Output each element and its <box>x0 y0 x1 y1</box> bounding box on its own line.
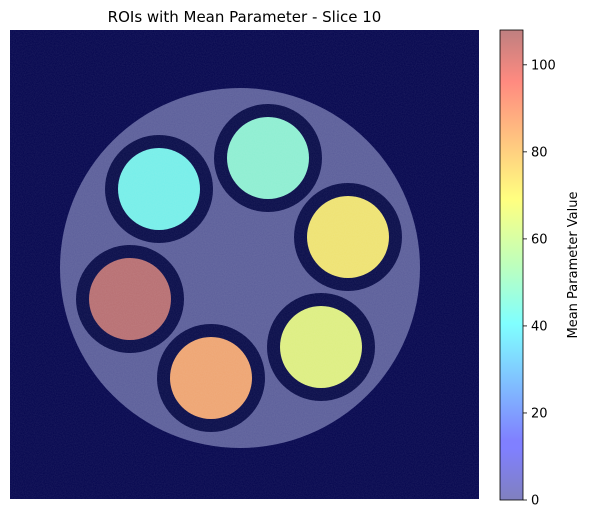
image-panel <box>10 30 479 499</box>
colorbar-gradient <box>500 30 523 500</box>
colorbar-tick-label: 80 <box>531 145 548 160</box>
colorbar-tick-label: 100 <box>531 58 556 73</box>
colorbar-label: Mean Parameter Value <box>566 191 581 338</box>
colorbar-tick-label: 40 <box>531 319 548 334</box>
colorbar-ticks: 0 20 40 60 80 100 <box>523 58 556 509</box>
colorbar-frame <box>499 29 524 501</box>
chart-title: ROIs with Mean Parameter - Slice 10 <box>108 8 382 26</box>
colorbar-tick-label: 20 <box>531 406 548 421</box>
noise-overlay <box>10 30 479 499</box>
colorbar-tick-label: 0 <box>531 494 539 509</box>
colorbar: 0 20 40 60 80 100 Mean Parameter Value <box>499 29 581 509</box>
colorbar-tick-label: 60 <box>531 232 548 247</box>
